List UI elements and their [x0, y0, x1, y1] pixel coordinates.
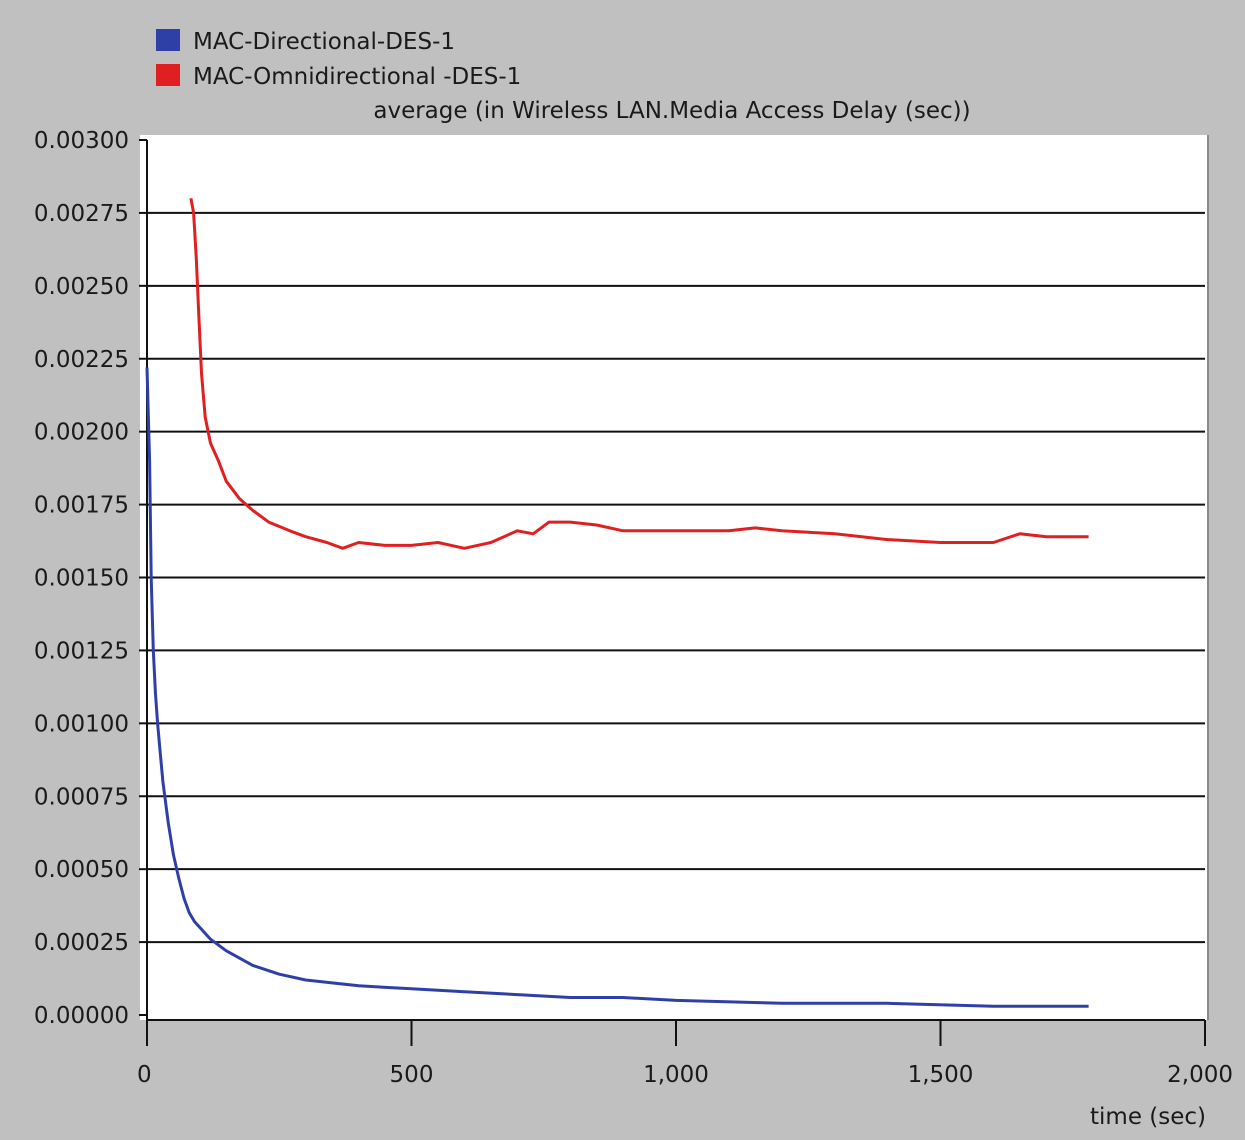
y-tick-label: 0.00025: [34, 930, 129, 956]
y-tick-label: 0.00100: [34, 711, 129, 737]
x-axis: 0 500 1,000 1,500 2,000: [137, 1019, 1233, 1088]
legend-label-directional: MAC-Directional-DES-1: [193, 29, 455, 55]
y-tick-label: 0.00150: [34, 566, 129, 592]
legend-label-omnidirectional: MAC-Omnidirectional -DES-1: [193, 64, 521, 90]
x-tick-label: 500: [390, 1062, 434, 1088]
y-tick-label: 0.00050: [34, 857, 129, 883]
series-lines: [145, 198, 1089, 1008]
y-tick-label: 0.00075: [34, 784, 129, 810]
legend-swatch-directional: [156, 29, 180, 51]
y-tick-label: 0.00200: [34, 420, 129, 446]
x-axis-label: time (sec): [1090, 1104, 1206, 1130]
x-tick-label: 1,000: [643, 1062, 709, 1088]
y-tick-label: 0.00300: [34, 128, 129, 154]
series-line-directional: [145, 367, 1089, 1008]
chart-title: average (in Wireless LAN.Media Access De…: [373, 98, 970, 124]
y-tick-label: 0.00275: [34, 201, 129, 227]
y-tick-label: 0.00250: [34, 274, 129, 300]
x-tick-label: 2,000: [1167, 1062, 1233, 1088]
x-tick-label: 0: [137, 1062, 152, 1088]
legend-swatch-omnidirectional: [156, 64, 180, 86]
y-tick-label: 0.00175: [34, 493, 129, 519]
y-tick-label: 0.00000: [34, 1003, 129, 1029]
series-line-omnidirectional: [189, 198, 1089, 550]
legend: MAC-Directional-DES-1 MAC-Omnidirectiona…: [156, 29, 521, 90]
y-axis: 0.00000 0.00025 0.00050 0.00075 0.00100 0.001…: [34, 128, 148, 1029]
x-tick-label: 1,500: [908, 1062, 974, 1088]
grid-lines: [147, 211, 1205, 944]
y-tick-label: 0.00225: [34, 347, 129, 373]
y-tick-label: 0.00125: [34, 638, 129, 664]
